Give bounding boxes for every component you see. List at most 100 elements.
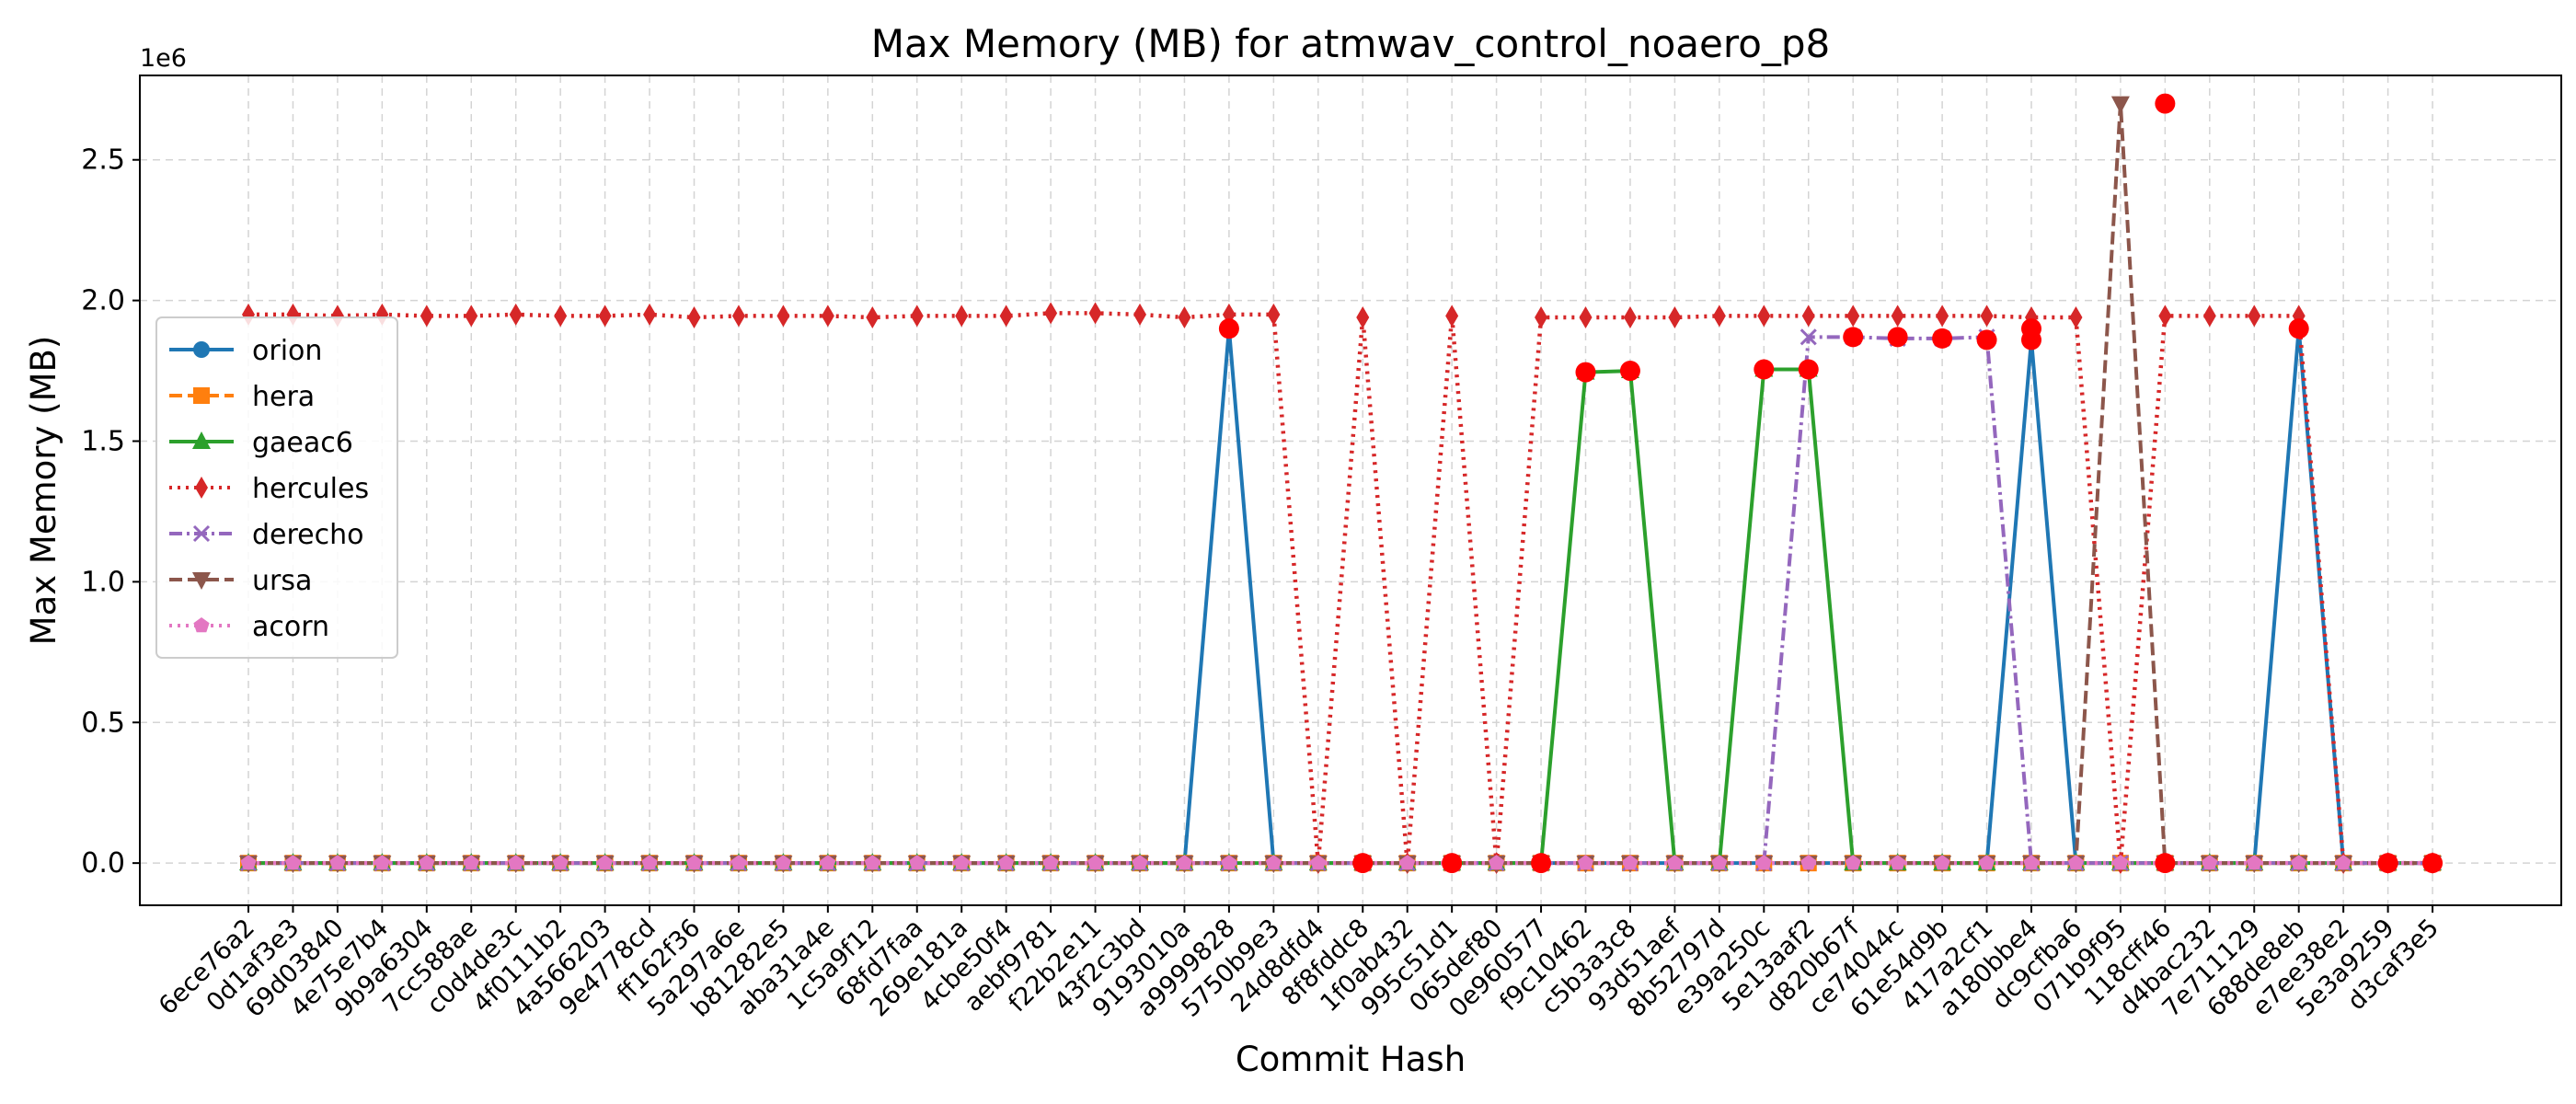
legend-item-hera: hera (169, 381, 315, 413)
highlight-point (1531, 853, 1552, 874)
data-point-hercules (554, 305, 568, 328)
data-point-acorn (1890, 855, 1906, 870)
data-point-acorn (1845, 855, 1861, 870)
data-point-acorn (2202, 855, 2218, 870)
data-point-acorn (1265, 855, 1282, 870)
y-tick-label: 2.0 (81, 285, 125, 317)
highlight-point (1932, 328, 1953, 349)
data-point-acorn (1399, 855, 1416, 870)
legend-marker-gaeac6 (192, 431, 211, 449)
data-point-acorn (1622, 855, 1639, 870)
y-offset-text: 1e6 (140, 44, 187, 73)
highlight-point (1218, 318, 1239, 339)
data-point-acorn (2023, 855, 2040, 870)
data-point-acorn (1221, 855, 1237, 870)
data-point-hercules (598, 305, 612, 328)
data-point-hercules (1757, 305, 1771, 328)
series-line-derecho (248, 335, 2433, 866)
highlight-point (1976, 329, 1997, 351)
data-point-acorn (775, 855, 791, 870)
series-line-hercules (248, 311, 2433, 866)
legend-marker-acorn (193, 617, 210, 633)
legend-marker-hera (193, 387, 210, 404)
plot-frame (139, 75, 2562, 906)
data-point-acorn (953, 855, 970, 870)
y-tick-label: 1.0 (81, 566, 125, 598)
data-point-hercules (776, 305, 790, 328)
data-point-hercules (866, 305, 880, 328)
y-tick-label: 2.5 (81, 144, 125, 177)
highlight-point (1754, 359, 1775, 380)
data-point-acorn (998, 855, 1015, 870)
plot-area (140, 75, 2561, 905)
data-point-acorn (1042, 855, 1059, 870)
highlight-point (1798, 359, 1819, 380)
legend-item-derecho: derecho (169, 519, 364, 551)
x-axis-label: Commit Hash (1236, 1040, 1466, 1079)
data-point-hercules (1579, 305, 1593, 328)
highlight-point (2155, 853, 2176, 874)
data-point-acorn (329, 855, 346, 870)
legend-box (155, 316, 398, 659)
data-point-hercules (1891, 305, 1904, 328)
data-point-acorn (1176, 855, 1192, 870)
highlight-point (2288, 318, 2309, 339)
data-point-hercules (2158, 305, 2172, 328)
data-point-acorn (820, 855, 836, 870)
data-point-hercules (2248, 305, 2261, 328)
y-tick-label: 0.5 (81, 707, 125, 739)
data-point-acorn (864, 855, 880, 870)
data-point-acorn (508, 855, 524, 870)
series-line-ursa (248, 101, 2433, 866)
data-point-acorn (1711, 855, 1728, 870)
highlight-point (1352, 853, 1374, 874)
grid (140, 75, 2561, 905)
data-point-hercules (420, 305, 433, 328)
data-point-hercules (2202, 305, 2216, 328)
highlight-point (1442, 853, 1463, 874)
legend-item-ursa: ursa (169, 565, 312, 597)
data-point-acorn (1934, 855, 1950, 870)
data-point-acorn (1087, 855, 1104, 870)
data-point-hercules (955, 305, 969, 328)
legend-marker-orion (193, 341, 210, 358)
legend-label-acorn: acorn (252, 611, 329, 643)
x-axis: 6ece76a20d1af3e369d038404e75e7b49b9a6304… (154, 905, 2444, 1023)
legend-item-hercules: hercules (169, 473, 369, 505)
data-point-hercules (1445, 305, 1459, 328)
legend-label-gaeac6: gaeac6 (252, 427, 353, 459)
legend-item-orion: orion (169, 335, 322, 367)
data-point-hercules (1712, 305, 1726, 328)
legend-item-acorn: acorn (169, 611, 329, 643)
data-point-acorn (284, 855, 301, 870)
highlight-layer (1218, 93, 2444, 874)
data-point-acorn (1577, 855, 1594, 870)
data-point-hercules (1267, 303, 1281, 326)
chart-title: Max Memory (MB) for atmwav_control_noaer… (871, 21, 1831, 66)
data-point-hercules (1668, 305, 1682, 328)
data-point-hercules (1356, 305, 1370, 328)
data-point-acorn (1979, 855, 1995, 870)
data-point-hercules (509, 303, 523, 326)
data-point-acorn (552, 855, 569, 870)
highlight-point (2422, 853, 2444, 874)
data-point-hercules (731, 305, 745, 328)
data-point-hercules (465, 305, 478, 328)
data-point-hercules (1088, 302, 1102, 325)
data-point-derecho (1800, 328, 1817, 346)
data-point-acorn (641, 855, 658, 870)
data-point-hercules (687, 305, 701, 328)
y-tick-label: 1.5 (81, 425, 125, 457)
data-point-hercules (1133, 303, 1146, 326)
data-point-acorn (2291, 855, 2307, 870)
legend: orion hera gaeac6 hercules derecho ursa acorn (155, 316, 398, 659)
highlight-point (1843, 327, 1864, 348)
highlight-point (1887, 327, 1908, 348)
data-point-hercules (821, 305, 834, 328)
data-point-hercules (1801, 305, 1815, 328)
data-point-acorn (730, 855, 747, 870)
data-point-hercules (1980, 305, 1994, 328)
data-point-acorn (685, 855, 703, 870)
y-axis: 0.0 0.5 1.0 1.5 2.0 2.5 (81, 144, 140, 880)
